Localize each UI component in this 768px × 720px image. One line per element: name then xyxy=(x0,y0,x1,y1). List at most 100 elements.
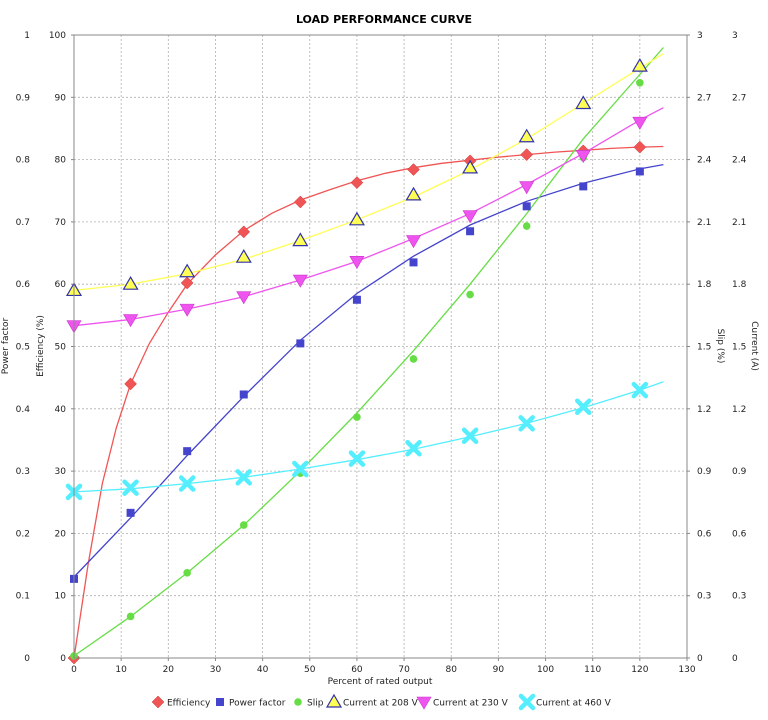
slip-tick-label: 0.3 xyxy=(697,592,711,602)
current-tick-label: 2.7 xyxy=(732,93,746,103)
efficiency-tick-label: 0 xyxy=(60,654,66,664)
slip-point xyxy=(522,222,531,230)
legend-label-current-at-230-v: Current at 230 V xyxy=(433,699,509,709)
power-factor-point xyxy=(466,227,475,236)
power-factor-tick-label: 0.2 xyxy=(16,529,30,539)
current-tick-label: 0 xyxy=(732,654,738,664)
current-at-230-v-point xyxy=(632,116,648,130)
slip-axis-label: Slip (%) xyxy=(715,329,725,364)
slip-point xyxy=(353,413,361,421)
x-tick-label: 50 xyxy=(304,665,316,675)
efficiency-tick-label: 80 xyxy=(55,156,67,166)
current-tick-label: 0.9 xyxy=(732,467,747,477)
efficiency-point xyxy=(237,225,251,239)
x-tick-label: 90 xyxy=(493,665,505,675)
efficiency-point xyxy=(407,163,420,176)
power-factor-point xyxy=(522,202,531,211)
current-at-230-v-point xyxy=(292,274,308,288)
efficiency-point xyxy=(350,176,364,190)
legend: Efficiency Power factor Slip Current at 208… xyxy=(151,693,612,711)
power-factor-tick-label: 0.8 xyxy=(16,156,31,166)
power-factor-axis-label: Power factor xyxy=(1,317,11,374)
efficiency-point xyxy=(293,195,307,209)
efficiency-axis-label: Efficiency (%) xyxy=(36,315,46,377)
power-factor-point xyxy=(126,508,135,517)
efficiency-tick-label: 50 xyxy=(55,343,67,353)
current-at-230-v-point xyxy=(405,235,422,249)
efficiency-tick-label: 90 xyxy=(55,93,67,103)
slip-point xyxy=(466,290,474,299)
current-at-230-v-point xyxy=(349,256,365,269)
x-tick-label: 40 xyxy=(257,665,269,675)
current-tick-label: 1.5 xyxy=(732,343,746,353)
slip-tick-label: 3 xyxy=(697,31,703,41)
slip-line xyxy=(73,47,664,657)
current-at-460-v-point xyxy=(348,450,366,467)
chart-title: LOAD PERFORMANCE CURVE xyxy=(296,13,472,26)
current-tick-label: 1.2 xyxy=(732,405,746,415)
slip-point xyxy=(409,355,418,363)
current-at-460-v-point xyxy=(575,398,592,415)
efficiency-point xyxy=(124,377,137,391)
current-at-460-v-line xyxy=(73,381,664,493)
current-tick-label: 2.4 xyxy=(732,156,747,166)
power-factor-tick-label: 0.9 xyxy=(16,93,31,103)
current-at-460-v-point xyxy=(235,469,253,486)
current-at-230-v-point xyxy=(123,314,139,328)
series-curves xyxy=(73,47,664,659)
current-at-208-v-point xyxy=(292,232,309,247)
power-factor-point xyxy=(409,258,418,267)
legend-label-efficiency: Efficiency xyxy=(167,699,211,709)
current-at-460-v-point xyxy=(518,415,535,432)
current-axis-label: Current (A) xyxy=(749,321,759,371)
legend-marker-current-at-460-v xyxy=(518,693,536,711)
x-tick-label: 20 xyxy=(163,665,175,675)
power-factor-point xyxy=(579,182,588,191)
current-at-460-v-point xyxy=(461,427,479,445)
x-tick-label: 30 xyxy=(210,665,222,675)
current-at-208-v-point xyxy=(575,95,592,110)
slip-tick-label: 1.5 xyxy=(697,343,711,353)
power-factor-tick-label: 0.1 xyxy=(16,592,30,602)
efficiency-tick-label: 20 xyxy=(55,529,67,539)
legend-marker-current-at-230-v xyxy=(416,696,432,710)
x-tick-label: 100 xyxy=(537,665,554,675)
legend-label-current-at-208-v: Current at 208 V xyxy=(343,699,419,709)
current-tick-label: 1.8 xyxy=(732,280,747,290)
x-tick-label: 120 xyxy=(631,665,648,675)
power-factor-point xyxy=(183,447,192,456)
legend-marker-efficiency xyxy=(151,695,165,709)
efficiency-point xyxy=(180,276,194,290)
slip-tick-label: 0 xyxy=(697,654,703,664)
legend-marker-power-factor xyxy=(216,698,224,706)
slip-tick-label: 2.4 xyxy=(697,156,712,166)
current-at-460-v-point xyxy=(178,475,196,492)
efficiency-tick-label: 30 xyxy=(55,467,67,477)
current-at-230-v-point xyxy=(462,210,478,224)
current-at-230-v-point xyxy=(236,291,252,305)
power-factor-tick-label: 0.7 xyxy=(16,218,30,228)
plot-area xyxy=(74,35,687,658)
slip-point xyxy=(126,612,135,621)
power-factor-point xyxy=(352,295,361,304)
power-factor-point xyxy=(635,167,644,176)
current-at-230-v-point xyxy=(575,150,591,164)
legend-label-slip: Slip xyxy=(307,699,324,709)
efficiency-point xyxy=(520,148,534,161)
slip-point xyxy=(183,569,191,577)
x-tick-label: 130 xyxy=(678,665,695,675)
slip-tick-label: 0.9 xyxy=(697,467,712,477)
efficiency-tick-label: 40 xyxy=(55,405,67,415)
efficiency-tick-label: 100 xyxy=(49,31,66,41)
current-tick-label: 3 xyxy=(732,31,738,41)
legend-marker-current-at-208-v xyxy=(325,693,343,708)
power-factor-tick-label: 0.3 xyxy=(16,467,30,477)
x-tick-label: 60 xyxy=(351,665,363,675)
efficiency-tick-label: 10 xyxy=(55,592,67,602)
current-tick-label: 0.6 xyxy=(732,529,747,539)
x-tick-label: 110 xyxy=(584,665,601,675)
current-at-208-v-point xyxy=(631,57,648,72)
power-factor-point xyxy=(296,339,305,348)
efficiency-tick-label: 70 xyxy=(55,218,67,228)
